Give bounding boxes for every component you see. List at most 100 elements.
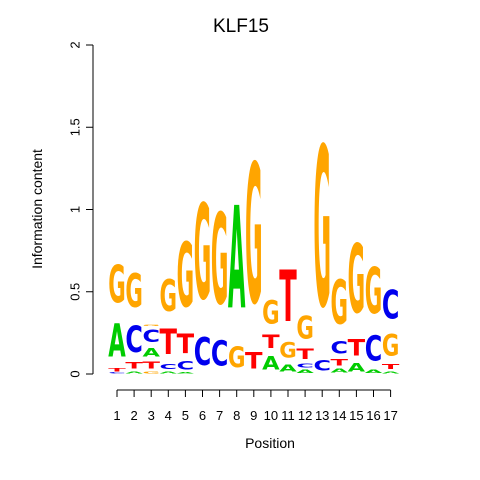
logo-letter-G: G (262, 295, 280, 332)
logo-letter-C: C (194, 331, 212, 374)
x-tick-label: 3 (148, 408, 155, 423)
logo-letter-C: C (331, 338, 348, 358)
logo-letter-glyph: C (108, 372, 125, 374)
x-tick-label: 11 (281, 408, 295, 423)
logo-letter-glyph: C (382, 282, 399, 328)
logo-letter-A: A (125, 371, 143, 374)
logo-letter-glyph: T (160, 322, 178, 363)
logo-letter-G: G (365, 255, 382, 329)
logo-letter-glyph: A (108, 316, 126, 368)
logo-letter-C: C (365, 329, 382, 370)
logo-letter-T: T (279, 257, 296, 338)
y-tick-label: 1 (68, 206, 83, 213)
x-tick-label: 7 (216, 408, 223, 423)
logo-letter-glyph: A (296, 369, 314, 374)
x-tick-label: 1 (113, 408, 120, 423)
y-tick-label: 2 (68, 41, 83, 48)
logo-letter-glyph: G (262, 295, 280, 332)
logo-letter-glyph: A (262, 353, 280, 374)
logo-letter-A: A (160, 371, 178, 374)
logo-letter-glyph: C (331, 338, 348, 358)
logo-letter-glyph: G (313, 101, 330, 357)
logo-letter-G: G (194, 178, 211, 330)
x-tick-label: 10 (264, 408, 278, 423)
logo-letter-glyph: G (160, 272, 177, 323)
y-tick-label: 1.5 (68, 118, 83, 136)
logo-letter-glyph: C (194, 331, 212, 374)
logo-letter-C: C (160, 363, 177, 371)
logo-letter-G: G (125, 263, 143, 318)
logo-letter-glyph: G (331, 267, 348, 338)
logo-letter-A: A (296, 369, 314, 374)
logo-letter-G: G (279, 338, 296, 363)
logo-letter-glyph: T (296, 346, 313, 362)
logo-letter-G: G (348, 226, 365, 335)
logo-letter-glyph: T (125, 361, 142, 371)
logo-letter-A: A (228, 178, 246, 341)
logo-letter-C: C (142, 326, 159, 346)
logo-letter-G: G (296, 311, 313, 347)
logo-letter-glyph: T (348, 335, 366, 361)
logo-letter-C: C (108, 372, 125, 374)
logo-letter-A: A (142, 346, 160, 359)
logo-letter-G: G (160, 272, 177, 323)
logo-letter-C: C (296, 363, 314, 369)
logo-letter-T: T (245, 348, 263, 374)
logo-letter-glyph: T (108, 368, 126, 373)
logo-letter-glyph: A (382, 371, 400, 374)
logo-letter-glyph: A (279, 363, 297, 374)
logo-letter-glyph: T (142, 359, 160, 371)
logo-letter-T: T (177, 329, 195, 360)
x-tick-label: 17 (383, 408, 397, 423)
y-axis: 0 0.5 1 1.5 2 (68, 41, 94, 378)
logo-letter-glyph: A (160, 371, 178, 374)
logo-letter-glyph: G (348, 226, 365, 335)
logo-letter-glyph: G (211, 189, 228, 334)
logo-letter-T: T (331, 357, 348, 367)
logo-letter-A: A (382, 371, 400, 374)
logo-letter-glyph: C (365, 329, 382, 370)
logo-letter-glyph: G (125, 263, 143, 318)
logo-letter-C: C (313, 358, 330, 375)
logo-letter-glyph: A (331, 368, 349, 374)
logo-letter-G: G (313, 101, 330, 357)
logo-letter-T: T (108, 368, 126, 373)
logo-letter-glyph: T (331, 357, 348, 367)
logo-letter-glyph: C (296, 363, 314, 369)
logo-stacks: CTAGATCGGTACGACTGACTGCGCGGATGATGAGTACTGC… (108, 101, 400, 375)
logo-letter-C: C (177, 360, 194, 373)
logo-letter-glyph: G (228, 341, 245, 374)
logo-letter-glyph: C (211, 334, 228, 375)
x-tick-label: 13 (315, 408, 329, 423)
logo-letter-glyph: G (245, 126, 262, 348)
logo-letter-T: T (348, 335, 366, 361)
x-tick-label: 15 (349, 408, 363, 423)
x-tick-label: 4 (165, 408, 172, 423)
x-axis-label: Position (245, 435, 295, 451)
logo-letter-G: G (331, 267, 348, 338)
logo-letter-glyph: A (228, 178, 246, 341)
logo-letter-glyph: G (365, 255, 382, 329)
logo-letter-A: A (365, 369, 383, 374)
x-tick-label: 14 (332, 408, 346, 423)
logo-letter-glyph: C (160, 363, 177, 371)
logo-letter-glyph: T (262, 332, 280, 353)
x-tick-label: 12 (298, 408, 312, 423)
y-tick-label: 0.5 (68, 283, 83, 301)
logo-letter-glyph: T (382, 363, 400, 371)
y-axis-label: Information content (29, 149, 45, 269)
x-tick-label: 8 (233, 408, 240, 423)
logo-letter-glyph: G (142, 325, 159, 327)
logo-letter-glyph: A (365, 369, 383, 374)
logo-letter-glyph: G (142, 371, 159, 374)
x-tick-label: 16 (366, 408, 380, 423)
chart-title: KLF15 (213, 16, 269, 37)
logo-letter-T: T (382, 363, 400, 371)
logo-letter-glyph: A (142, 346, 160, 359)
logo-letter-glyph: C (177, 360, 194, 373)
logo-letter-glyph: A (125, 371, 143, 374)
x-axis: 1 2 3 4 5 6 7 8 9 10 11 12 13 14 15 16 17 (113, 389, 398, 423)
logo-letter-T: T (160, 322, 178, 363)
logo-letter-G: G (142, 325, 159, 327)
